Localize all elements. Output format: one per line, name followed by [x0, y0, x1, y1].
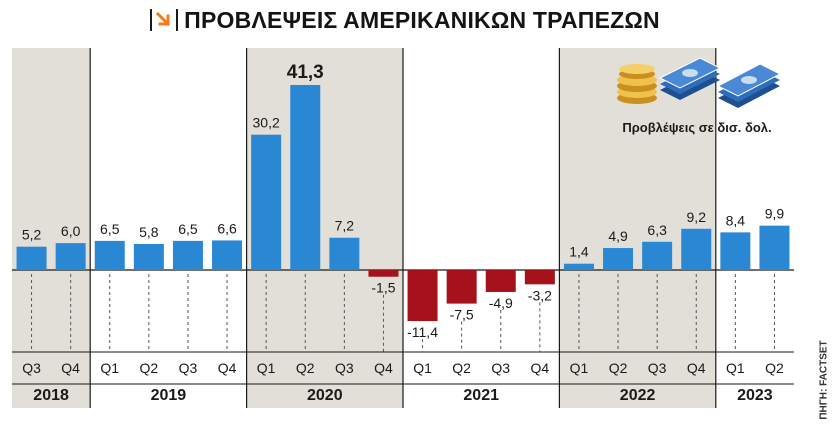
value-label: 6,3	[647, 222, 667, 238]
source-note: ΠΗΓΗ: FACTSET	[815, 340, 833, 420]
bar-Q3-2021	[485, 270, 516, 292]
value-label: -11,4	[407, 324, 438, 340]
quarter-label: Q3	[22, 360, 41, 376]
bar-Q2-2021	[446, 270, 477, 304]
value-label: 9,2	[687, 209, 707, 225]
value-label: 7,2	[335, 218, 355, 234]
quarter-label: Q3	[335, 360, 354, 376]
bar-Q2-2019	[133, 244, 164, 270]
coin-stack-icon	[617, 64, 657, 104]
value-label: 30,2	[253, 115, 280, 131]
quarter-label: Q1	[726, 360, 745, 376]
quarter-label: Q4	[61, 360, 80, 376]
value-label: 9,9	[765, 206, 785, 222]
bar-Q1-2020	[251, 134, 282, 270]
year-label-2020: 2020	[307, 387, 343, 404]
year-label-2023: 2023	[737, 387, 773, 404]
value-label: 8,4	[726, 212, 746, 228]
chart-title-bar: ΠΡΟΒΛΕΨΕΙΣ ΑΜΕΡΙΚΑΝΙΚΩΝ ΤΡΑΠΕΖΩΝ	[0, 0, 810, 40]
value-label: -3,2	[528, 287, 552, 303]
bar-Q3-2018	[16, 246, 47, 270]
quarter-label: Q1	[257, 360, 276, 376]
bar-Q2-2022	[603, 248, 634, 270]
bar-Q2-2020	[290, 84, 321, 270]
title-marker-icon	[150, 9, 179, 31]
value-label: -1,5	[371, 280, 395, 296]
year-label-2022: 2022	[620, 387, 656, 404]
legend: Προβλέψεις σε δισ. δολ.	[617, 57, 782, 135]
year-band-2018	[12, 48, 91, 408]
quarter-label: Q2	[452, 360, 471, 376]
quarter-label: Q2	[296, 360, 315, 376]
quarter-label: Q2	[765, 360, 784, 376]
quarter-label: Q3	[491, 360, 510, 376]
value-label: 1,4	[569, 244, 589, 260]
banknote-stack-icon	[658, 57, 722, 100]
value-label: -7,5	[450, 307, 474, 323]
bar-Q2-2023	[759, 225, 790, 270]
year-label-2018: 2018	[33, 387, 69, 404]
arrow-down-right-icon	[156, 11, 171, 27]
bar-Q1-2022	[563, 263, 594, 270]
bar-Q1-2021	[407, 270, 438, 322]
banknote-stack-icon-2	[716, 63, 782, 108]
bar-Q4-2022	[681, 228, 712, 270]
quarter-label: Q4	[687, 360, 706, 376]
quarter-label: Q2	[140, 360, 159, 376]
source-label: ΠΗΓΗ: FACTSET	[818, 340, 830, 420]
bar-Q4-2020	[368, 270, 399, 277]
quarter-label: Q1	[570, 360, 589, 376]
quarter-label: Q4	[531, 360, 550, 376]
year-band-2022	[559, 48, 716, 408]
legend-label: Προβλέψεις σε δισ. δολ.	[622, 120, 771, 135]
year-label-2019: 2019	[151, 387, 187, 404]
bar-Q4-2018	[55, 243, 86, 270]
value-label: 5,2	[22, 227, 42, 243]
chart-title: ΠΡΟΒΛΕΨΕΙΣ ΑΜΕΡΙΚΑΝΙΚΩΝ ΤΡΑΠΕΖΩΝ	[184, 6, 660, 33]
value-label: 6,6	[217, 220, 237, 236]
quarter-label: Q4	[218, 360, 237, 376]
bars: 5,2 Q3 6,0 Q4 6,5 Q1 5,8 Q2 6,5 Q3 6,6 Q4 30,2 Q1 41,3…	[16, 62, 790, 376]
bar-Q4-2019	[212, 240, 243, 270]
value-label: 41,3	[287, 62, 324, 83]
bar-Q1-2019	[94, 240, 125, 270]
value-label: 6,0	[61, 223, 81, 239]
year-backgrounds: 2018 2019 2020 2021 2022 2023	[12, 48, 794, 408]
quarter-label: Q3	[648, 360, 667, 376]
value-label: 6,5	[178, 221, 198, 237]
bar-Q3-2020	[329, 237, 360, 270]
bar-Q1-2023	[720, 232, 751, 270]
value-label: 5,8	[139, 224, 159, 240]
bar-Q3-2022	[642, 241, 673, 270]
quarter-label: Q1	[100, 360, 119, 376]
quarter-label: Q2	[609, 360, 628, 376]
value-label: 6,5	[100, 221, 120, 237]
value-label: 4,9	[608, 228, 628, 244]
year-label-2021: 2021	[463, 387, 499, 404]
quarter-label: Q3	[179, 360, 198, 376]
value-label: -4,9	[489, 295, 513, 311]
quarter-label: Q1	[413, 360, 432, 376]
bar-Q3-2019	[172, 240, 203, 270]
bar-Q4-2021	[524, 270, 555, 285]
quarter-label: Q4	[374, 360, 393, 376]
